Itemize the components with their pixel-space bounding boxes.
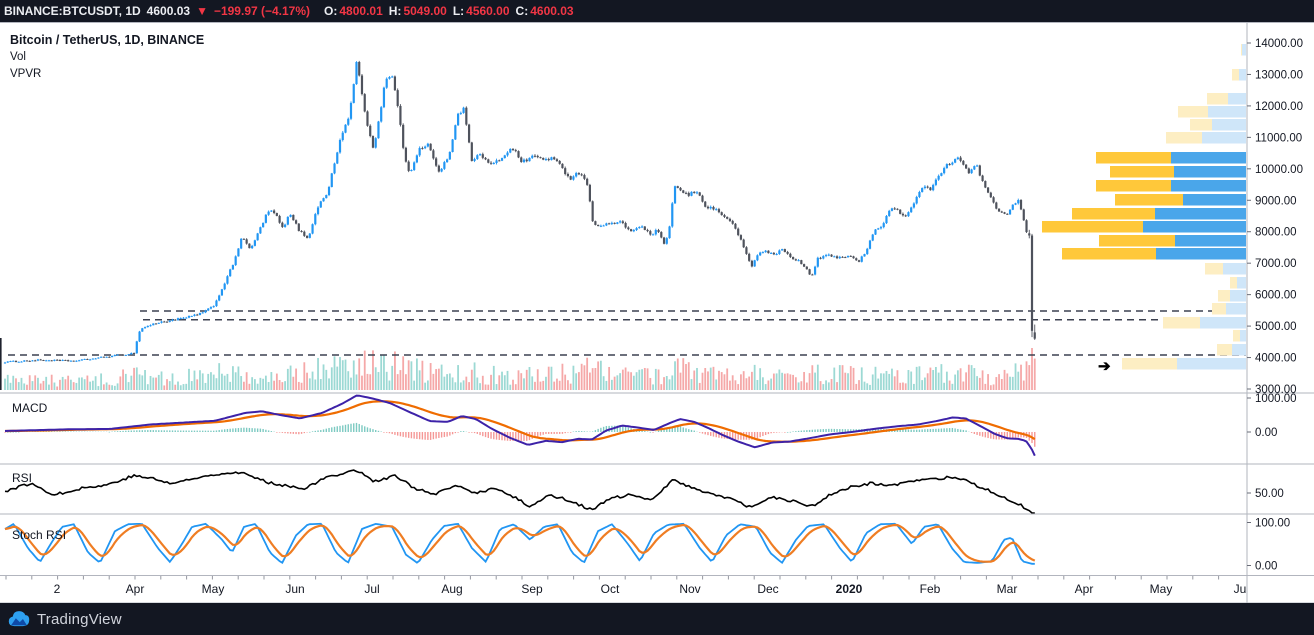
time-axis-label: Nov [679,582,700,596]
rsi-pane-label[interactable]: RSI [12,471,33,485]
price-axis-label: 11000.00 [1255,132,1302,144]
tradingview-brand[interactable]: TradingView [37,610,122,628]
price-axis-label: 0.00 [1255,561,1277,573]
price-axis-label: 12000.00 [1255,101,1303,113]
time-axis-label: Jul [364,582,379,596]
price-axis-label: 4000.00 [1255,353,1297,365]
high-value: 5049.00 [403,4,447,18]
price-down-icon: ▼ [196,4,208,18]
time-axis-label: Apr [1075,582,1094,596]
open-value: 4800.01 [339,4,383,18]
symbol-title[interactable]: BINANCE:BTCUSDT, 1D [4,4,141,18]
price-axis-label: 9000.00 [1255,195,1297,207]
price-axis-label: 50.00 [1255,488,1284,500]
footer-bar: TradingView [0,603,1314,635]
price-axis-label: 6000.00 [1255,290,1297,302]
legend-symbol-title[interactable]: Bitcoin / TetherUS, 1D, BINANCE [10,33,205,47]
low-label: L: [452,4,465,18]
time-axis-label: Jun [285,582,304,596]
rsi-pane [4,469,1035,514]
time-axis-label: Aug [441,582,462,596]
candlestick-pane[interactable]: ➔ [0,44,1246,390]
time-axis-label: Feb [920,582,941,596]
price-change: −199.97 (−4.17%) [213,4,311,18]
price-axis-label: 10000.00 [1255,164,1303,176]
price-axis-label: 1000.00 [1255,393,1297,405]
time-axis-label: May [202,582,225,596]
time-axis-label: 2 [54,582,61,596]
candlesticks [0,60,1036,390]
price-axis-label: 8000.00 [1255,227,1297,239]
price-axis-label: 3000.00 [1255,384,1297,396]
stoch-rsi-pane-label[interactable]: Stoch RSI [12,528,67,542]
price-axis-label: 0.00 [1255,427,1277,439]
vpvr-arrow-icon: ➔ [1098,358,1111,375]
time-axis-label: 2020 [836,582,863,596]
macd-pane [4,394,1036,457]
rsi-line [4,469,1035,514]
close-value: 4600.03 [530,4,574,18]
open-label: O: [324,4,338,18]
low-value: 4560.00 [466,4,510,18]
high-label: H: [388,4,402,18]
time-axis-label: Sep [521,582,543,596]
time-axis-label: Mar [997,582,1018,596]
time-axis[interactable]: 2 Apr May Jun Jul Aug Sep Oct Nov Dec 2020 Feb Mar Ap… [5,576,1247,596]
time-axis-label: Apr [126,582,145,596]
time-axis-label: Ju [1234,582,1247,596]
legend-vpvr-indicator[interactable]: VPVR [10,68,42,80]
price-axis-label: 7000.00 [1255,258,1297,270]
price-axis-label: 100.00 [1255,518,1290,530]
price-axis-label: 5000.00 [1255,321,1297,333]
close-label: C: [515,4,529,18]
macd-pane-label[interactable]: MACD [12,401,48,415]
stoch-d-line [4,523,1036,563]
stoch-rsi-pane [4,522,1036,565]
tradingview-logo-icon[interactable] [8,610,30,628]
time-axis-label: May [1150,582,1173,596]
symbol-info-bar: BINANCE:BTCUSDT, 1D 4600.03 ▼ −199.97 (−… [0,0,1314,22]
price-axis[interactable]: 14000.00 13000.00 12000.00 11000.00 10000.00… [0,22,1314,604]
price-axis-label: 14000.00 [1255,38,1303,50]
macd-line [4,394,1036,457]
price-axis-label: 13000.00 [1255,69,1303,81]
vpvr-profile: ➔ [1042,44,1246,375]
time-axis-label: Dec [757,582,778,596]
macd-signal-line [5,400,1036,443]
stoch-k-line [4,522,1035,565]
volume-bars [4,348,1036,390]
chart-legend: Bitcoin / TetherUS, 1D, BINANCE Vol VPVR [10,32,204,83]
legend-vol-indicator[interactable]: Vol [10,51,26,63]
dashed-levels [8,310,1246,356]
time-axis-label: Oct [601,582,620,596]
last-price: 4600.03 [146,4,191,18]
